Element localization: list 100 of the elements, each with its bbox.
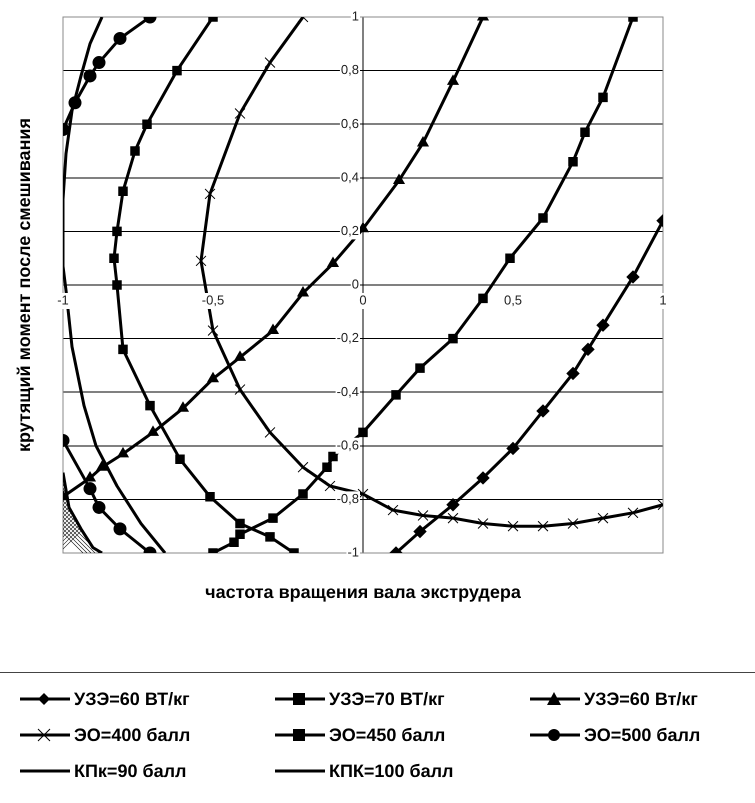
legend-label: ЭО=500 балл [584, 724, 700, 746]
point [235, 518, 245, 528]
point [418, 510, 428, 521]
point [393, 174, 405, 184]
point [114, 32, 126, 45]
point [118, 344, 128, 354]
point [147, 426, 159, 436]
point [580, 128, 590, 137]
y-tick-label: 1 [352, 8, 360, 24]
point [130, 146, 140, 156]
point [112, 280, 122, 290]
point [448, 512, 458, 524]
point [177, 402, 189, 412]
point [114, 522, 126, 536]
point [582, 342, 594, 356]
y-tick-label: -1 [347, 544, 360, 560]
x-tick-label: -0,5 [202, 292, 224, 308]
point [234, 350, 246, 361]
point [84, 482, 96, 496]
legend-label: ЭО=400 балл [74, 724, 190, 746]
y-tick-label: -0,2 [336, 330, 360, 346]
point [112, 226, 122, 236]
point [596, 318, 610, 332]
point [265, 532, 275, 542]
point [322, 462, 332, 472]
point [446, 498, 460, 512]
point [196, 255, 206, 266]
point [118, 186, 128, 196]
point [229, 538, 239, 548]
point [506, 442, 520, 455]
point [175, 454, 185, 464]
y-tick-label: 0 [352, 276, 360, 292]
point [568, 156, 578, 166]
point [298, 489, 308, 499]
point [415, 363, 425, 373]
point [109, 253, 119, 263]
point [447, 74, 459, 85]
point [478, 518, 488, 529]
point [478, 294, 488, 304]
y-tick-label: -0,4 [336, 384, 360, 399]
point [297, 286, 309, 297]
point [234, 108, 246, 119]
point [476, 471, 490, 484]
point [68, 96, 82, 110]
y-tick-label: 0,4 [340, 169, 360, 184]
point [358, 488, 368, 500]
point [566, 366, 580, 380]
point [172, 66, 182, 76]
legend-label: КПк=90 балл [74, 760, 186, 782]
point [324, 480, 336, 492]
point [626, 270, 640, 284]
point [448, 334, 458, 344]
point [207, 372, 219, 382]
point [204, 188, 216, 200]
point [92, 56, 106, 70]
point [388, 504, 398, 516]
point [328, 452, 338, 462]
y-tick-label: -0,6 [336, 437, 360, 452]
y-tick-label: -0,8 [336, 490, 360, 506]
point [142, 119, 152, 129]
point [358, 428, 368, 438]
y-axis-title: крутящий момент после смешивания [14, 118, 34, 452]
point [414, 525, 426, 538]
point [538, 520, 548, 532]
y-tick-label: 0,8 [340, 62, 360, 78]
x-tick-label: 1 [659, 292, 667, 308]
point [508, 520, 518, 532]
point [268, 513, 278, 523]
point [84, 471, 96, 482]
y-tick-label: 0,6 [340, 116, 360, 131]
point [117, 447, 129, 458]
point [84, 69, 96, 82]
point [235, 529, 245, 539]
point [267, 324, 279, 334]
point [327, 257, 339, 268]
y-tick-label: 0,2 [340, 222, 360, 238]
x-axis-title: частота вращения вала экструдера [205, 582, 522, 602]
point [92, 500, 106, 514]
point [505, 253, 515, 263]
point [145, 400, 155, 410]
point [538, 213, 548, 223]
point [234, 384, 246, 395]
point [568, 518, 578, 529]
x-tick-label: -1 [57, 292, 69, 308]
point [598, 92, 608, 102]
point [205, 492, 215, 502]
point [264, 57, 276, 68]
point [536, 404, 550, 418]
legend-label: УЗЭ=60 Вт/кг [584, 688, 698, 710]
point [391, 390, 401, 400]
point [417, 136, 429, 146]
legend-label: УЗЭ=70 ВТ/кг [329, 688, 445, 710]
x-tick-label: 0,5 [504, 292, 522, 308]
legend-label: УЗЭ=60 ВТ/кг [74, 688, 190, 710]
legend-label: КПК=100 балл [329, 760, 454, 782]
point [96, 460, 108, 471]
legend-label: ЭО=450 балл [329, 724, 446, 746]
point [628, 507, 638, 518]
point [598, 512, 608, 524]
point [208, 325, 218, 336]
